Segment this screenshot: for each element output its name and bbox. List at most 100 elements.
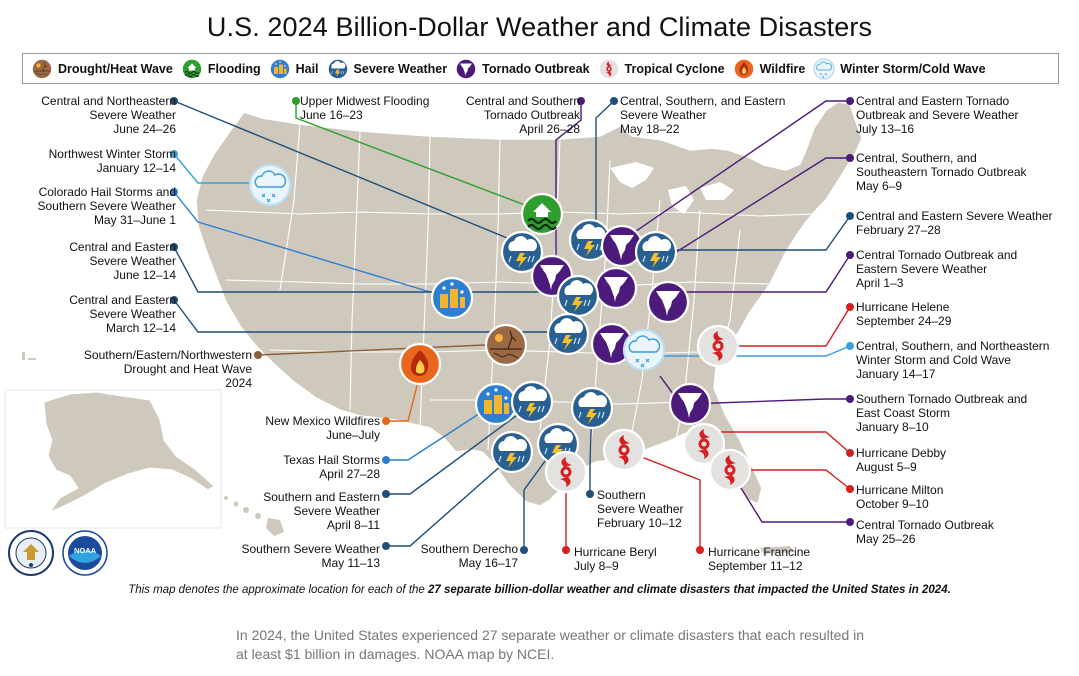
leader-dot [170,243,178,251]
severe-weather-icon [546,312,590,356]
event-label: Southern and Eastern Severe Weather April … [230,490,380,532]
leader-line-tropical [623,449,701,550]
event-label: Hurricane Beryl July 8–9 [574,545,674,573]
leader-dot [382,490,390,498]
severe-weather-icon [556,274,600,318]
leader-line-severe [173,299,568,333]
event-label-line: January 8–10 [856,420,929,434]
drought-icon [484,323,528,367]
leader-line-tropical [716,306,851,347]
event-label-line: January 14–17 [856,367,936,381]
event-label-line: September 24–29 [856,314,952,328]
event-label: Central, Southern, and Southeastern Torna… [856,151,1056,193]
event-label: Central, Southern, and Eastern Severe Wea… [620,94,820,136]
tornado-icon [594,266,638,310]
tropical-cyclone-icon [682,422,726,466]
event-label-line: Southern [597,488,646,502]
event-label-line: Central Tornado Outbreak [856,518,994,532]
event-label-line: April 26–28 [519,122,580,136]
wildfire-icon [732,57,755,80]
event-label-line: Southern and Eastern [263,490,380,504]
severe-weather-icon [570,386,614,430]
event-label-line: Southeastern Tornado Outbreak [856,165,1027,179]
event-label: Central and Eastern Severe Weather Februa… [856,209,1068,237]
event-label: Southern Tornado Outbreak and East Coast … [856,392,1068,434]
event-label-line: Hurricane Milton [856,483,944,497]
legend-item-tropical: Tropical Cyclone [597,57,725,80]
event-label-line: May 11–13 [321,556,380,570]
event-label-line: Severe Weather [89,307,177,321]
leader-line-flooding [295,101,539,211]
legend-item-winter: Winter Storm/Cold Wave [813,57,986,80]
event-label-line: April 8–11 [326,518,380,532]
tornado-icon [600,224,644,268]
event-label-line: February 27–28 [856,223,941,237]
leader-line-severe [660,215,851,251]
leader-line-severe [386,455,513,547]
hail-icon [474,382,518,426]
legend: Drought/Heat Wave Flooding Hail Severe W… [22,53,1059,84]
leader-dot [846,154,854,162]
hawaii-land [224,496,284,536]
flood-icon [181,57,203,80]
event-label: Central and Eastern Tornado Outbreak and … [856,94,1056,136]
event-label: Central, Southern, and Northeastern Winte… [856,339,1072,381]
legend-item-wildfire: Wildfire [732,57,805,80]
leader-line-tropical [704,431,851,454]
event-label-line: May 25–26 [856,532,916,546]
leader-dot [382,456,390,464]
event-label-line: Southern Severe Weather [37,199,176,213]
event-label-line: February 10–12 [597,516,682,530]
event-label-line: Severe Weather [89,108,177,122]
event-icons [248,163,752,494]
event-label-line: Central, Southern, and [856,151,977,165]
legend-item-tornado: Tornado Outbreak [455,57,590,80]
small-islands [22,352,36,360]
alaska-inset-frame [4,389,222,529]
legend-label: Severe Weather [353,61,448,76]
leader-dot [846,303,854,311]
event-label: Hurricane Milton October 9–10 [856,483,1056,511]
event-label: Texas Hail Storms April 27–28 [230,453,380,481]
event-label-line: May 18–22 [620,122,680,136]
event-label-line: Severe Weather [597,502,684,516]
event-label-line: Drought and Heat Wave [123,362,252,376]
event-label-line: March 12–14 [105,321,176,335]
leader-dot [562,546,570,554]
leader-dot [846,395,854,403]
event-label-line: July 8–9 [574,559,619,573]
event-label: Colorado Hail Storms and Southern Severe … [10,185,176,227]
event-label-line: Central and Eastern [69,293,176,307]
leader-dot [577,97,585,105]
leader-dot [170,150,178,158]
event-label-line: Hurricane Francine [708,545,811,559]
leader-dot [846,449,854,457]
footnote: In 2024, the United States experienced 2… [236,627,865,662]
leader-dot [382,417,390,425]
event-label: Hurricane Debby August 5–9 [856,446,1056,474]
leader-dot [170,188,178,196]
drought-icon [31,57,53,80]
leader-line-drought [257,343,509,356]
event-label: Hurricane Helene September 24–29 [856,300,1056,328]
event-label-line: Southern Severe Weather [241,542,380,556]
leader-dot [846,342,854,350]
legend-label: Tornado Outbreak [482,61,590,76]
event-label-line: May 16–17 [458,556,518,570]
event-label-line: Severe Weather [293,504,381,518]
event-label-line: Central and Eastern [69,240,176,254]
tornado-icon [590,322,634,366]
event-label-line: June 16–23 [300,108,363,122]
legend-item-flooding: Flooding [181,57,261,80]
commerce-seal [8,530,54,581]
tornado-icon [668,382,712,426]
legend-item-drought: Drought/Heat Wave [31,57,173,80]
event-label-line: East Coast Storm [856,406,951,420]
leader-dot [846,97,854,105]
event-label-line: January 12–14 [96,161,176,175]
event-label: Northwest Winter Storm January 12–14 [28,147,176,175]
leader-dot [846,212,854,220]
event-label: Central and Southern Tornado Outbreak Apri… [428,94,580,136]
tornado-icon [646,280,690,324]
